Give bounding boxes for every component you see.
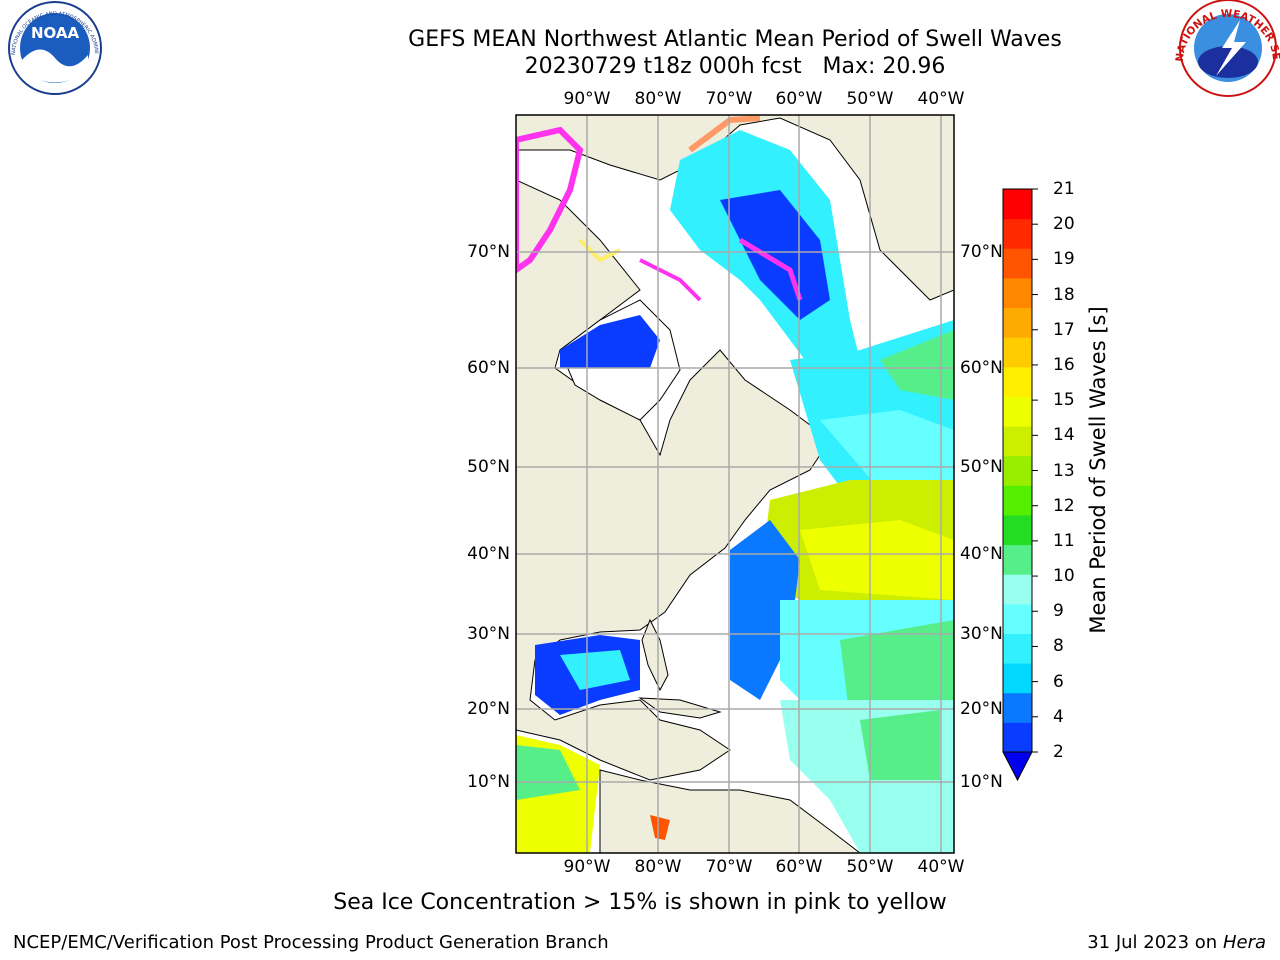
colorbar-tick-label: 14	[1053, 425, 1075, 446]
lat-label: 30°N	[467, 624, 510, 644]
colorbar-segment	[1003, 218, 1032, 249]
colorbar-segment	[1003, 514, 1032, 546]
nws-ring-text: NATIONAL WEATHER SERVICE	[0, 0, 1280, 62]
noaa-logo: NOAA NATIONAL OCEANIC AND ATMOSPHERIC AD…	[0, 0, 102, 95]
colorbar-extend-arrow	[1002, 751, 1033, 782]
lat-label: 60°N	[467, 358, 510, 378]
sea-ice-caption: Sea Ice Concentration > 15% is shown in …	[333, 890, 947, 915]
colorbar-segment	[1003, 455, 1032, 486]
colorbar-tick-label: 18	[1053, 284, 1075, 305]
lat-label: 50°N	[960, 457, 1003, 477]
colorbar-tick-label: 10	[1053, 566, 1075, 587]
colorbar-segment	[1003, 485, 1032, 516]
lat-label: 10°N	[467, 772, 510, 792]
lat-label: 30°N	[960, 624, 1003, 644]
map-panel	[516, 115, 954, 853]
lon-label: 80°W	[634, 89, 682, 109]
colorbar-tick-label: 19	[1053, 249, 1075, 270]
colorbar-segment	[1003, 366, 1032, 397]
colorbar-segment	[1003, 426, 1032, 457]
lat-label: 20°N	[467, 699, 510, 719]
colorbar-tick-label: 16	[1053, 354, 1075, 375]
lon-label: 90°W	[563, 857, 611, 877]
colorbar-segment	[1003, 396, 1032, 427]
colorbar-tick-label: 9	[1053, 601, 1064, 622]
colorbar-segment	[1003, 603, 1032, 634]
lat-label: 20°N	[960, 699, 1003, 719]
lon-label: 50°W	[846, 89, 894, 109]
lat-label: 70°N	[960, 242, 1003, 262]
lon-label: 40°W	[917, 89, 965, 109]
colorbar-segment	[1003, 633, 1032, 664]
map-frame	[515, 114, 955, 854]
lon-label: 60°W	[775, 89, 823, 109]
colorbar-segment	[1003, 307, 1032, 338]
swell-field	[516, 130, 954, 853]
colorbar-tick-label: 4	[1053, 706, 1064, 727]
colorbar-tick-label: 12	[1053, 495, 1075, 516]
lon-label: 60°W	[775, 857, 823, 877]
colorbar-tick-label: 21	[1053, 179, 1075, 199]
lat-label: 50°N	[467, 457, 510, 477]
colorbar-segment	[1003, 692, 1032, 723]
colorbar-tick-label: 13	[1053, 460, 1075, 481]
lon-label: 70°W	[705, 89, 753, 109]
colorbar-segment	[1003, 574, 1032, 605]
colorbar-tick-label: 6	[1053, 671, 1064, 692]
lat-label: 60°N	[960, 358, 1003, 378]
lat-label: 10°N	[960, 772, 1003, 792]
footer-host: Hera	[1222, 932, 1266, 953]
colorbar-tick-label: 8	[1053, 636, 1064, 657]
lon-label: 90°W	[563, 89, 611, 109]
lon-label: 70°W	[705, 857, 753, 877]
colorbar-tick-label: 17	[1053, 319, 1075, 340]
colorbar-title: Mean Period of Swell Waves [s]	[1086, 306, 1110, 634]
colorbar-segment	[1003, 337, 1032, 368]
lon-label: 50°W	[846, 857, 894, 877]
colorbar-segment	[1003, 277, 1032, 309]
colorbar-tick-label: 11	[1053, 530, 1075, 551]
lat-label: 40°N	[467, 544, 510, 564]
noaa-logo-text: NOAA	[31, 24, 80, 42]
chart-title: GEFS MEAN Northwest Atlantic Mean Period…	[408, 27, 1062, 52]
footer-date-text: 31 Jul 2023 on	[1087, 932, 1223, 953]
colorbar-segment	[1003, 722, 1032, 753]
footer-date: 31 Jul 2023 on Hera	[1087, 932, 1266, 953]
lat-label: 70°N	[467, 242, 510, 262]
colorbar-segment	[1003, 248, 1032, 279]
colorbar-tick-label: 20	[1053, 214, 1075, 235]
colorbar-segment	[1003, 544, 1032, 575]
lat-label: 40°N	[960, 544, 1003, 564]
footer-branch: NCEP/EMC/Verification Post Processing Pr…	[13, 932, 609, 953]
colorbar-tick-label: 2	[1053, 742, 1064, 762]
nws-logo: NATIONAL WEATHER SERVICE	[0, 0, 1280, 97]
sea-ice-layer	[516, 115, 803, 302]
colorbar-segment	[1003, 189, 1032, 220]
colorbar-segment	[1003, 663, 1032, 694]
lon-label: 80°W	[634, 857, 682, 877]
colorbar	[1002, 188, 1038, 782]
graticule	[516, 115, 954, 853]
colorbar-tick-label: 15	[1053, 390, 1075, 411]
lon-label: 40°W	[917, 857, 965, 877]
chart-subtitle: 20230729 t18z 000h fcst Max: 20.96	[524, 54, 946, 79]
